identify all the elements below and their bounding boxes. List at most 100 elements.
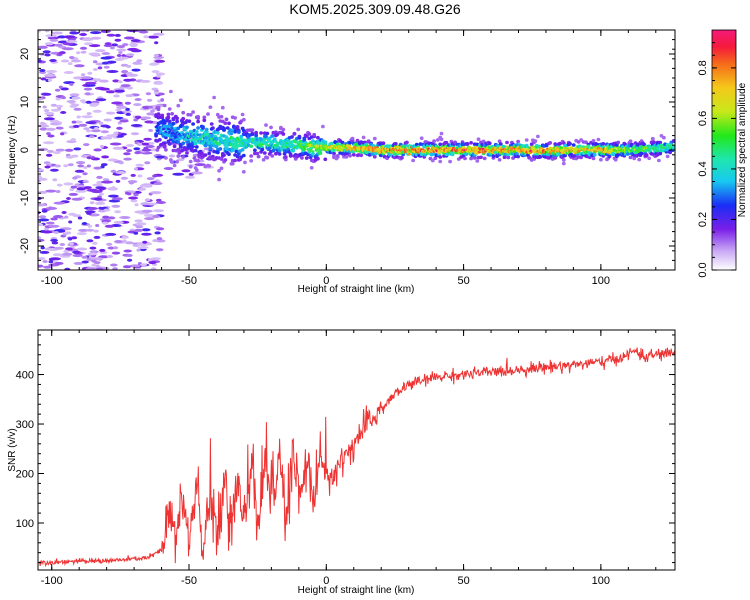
heatmap-cell <box>166 127 170 131</box>
heatmap-cell <box>93 68 98 71</box>
heatmap-cell <box>39 121 46 125</box>
y-tick-label: 400 <box>16 370 34 382</box>
heatmap-cell <box>233 116 238 120</box>
heatmap-cell <box>176 154 181 158</box>
heatmap-cell <box>229 128 234 133</box>
heatmap-cell <box>217 142 222 146</box>
heatmap-cell <box>181 169 191 173</box>
heatmap-cell <box>70 185 78 189</box>
heatmap-cell <box>53 215 64 218</box>
heatmap-cell <box>42 260 48 263</box>
heatmap-cell <box>154 231 161 235</box>
heatmap-cell <box>253 148 257 152</box>
heatmap-cell <box>650 137 655 141</box>
heatmap-cell <box>335 154 340 158</box>
heatmap-cell <box>102 178 110 182</box>
heatmap-cell <box>39 250 50 254</box>
heatmap-cell <box>60 87 69 91</box>
heatmap-cell <box>162 141 167 145</box>
heatmap-cell <box>105 90 116 94</box>
heatmap-cell <box>80 76 93 80</box>
heatmap-cell <box>514 152 519 156</box>
heatmap-cell <box>47 78 53 82</box>
heatmap-cell <box>127 192 132 196</box>
heatmap-cell <box>120 74 129 78</box>
heatmap-cell <box>61 252 73 256</box>
heatmap-cell <box>54 164 62 168</box>
heatmap-cell <box>172 172 185 176</box>
heatmap-cell <box>54 43 63 47</box>
heatmap-cell <box>223 158 228 162</box>
heatmap-cell <box>38 59 42 63</box>
heatmap-cell <box>38 223 44 227</box>
heatmap-cell <box>99 145 105 148</box>
heatmap-cell <box>181 116 186 121</box>
heatmap-cell <box>309 166 314 170</box>
heatmap-cell <box>58 51 66 55</box>
heatmap-cell <box>355 138 360 143</box>
heatmap-cell <box>113 131 119 135</box>
heatmap-cell <box>479 155 483 160</box>
heatmap-cell <box>103 44 113 48</box>
heatmap-cell <box>93 229 99 233</box>
heatmap-cell <box>117 45 125 49</box>
y-tick-label: 300 <box>16 419 34 431</box>
x-tick-label: 100 <box>592 275 610 287</box>
heatmap-cell <box>38 236 42 240</box>
heatmap-cell <box>123 157 132 161</box>
heatmap-cell <box>111 251 121 255</box>
heatmap-cell <box>202 118 207 123</box>
heatmap-cell <box>97 66 103 70</box>
heatmap-cell <box>642 142 646 147</box>
heatmap-cell <box>67 237 73 241</box>
heatmap-cell <box>143 106 149 110</box>
heatmap-cell <box>165 124 170 129</box>
heatmap-cell <box>211 126 215 130</box>
heatmap-cell <box>249 154 254 158</box>
heatmap-cell <box>260 147 265 152</box>
heatmap-cell <box>81 255 88 259</box>
heatmap-cell <box>119 216 131 219</box>
heatmap-cell <box>516 139 520 144</box>
heatmap-cell <box>219 114 224 119</box>
heatmap-cell <box>219 157 224 161</box>
heatmap-cell <box>103 118 112 122</box>
heatmap-cell <box>432 139 436 143</box>
heatmap-cell <box>79 33 87 36</box>
heatmap-cell <box>83 127 90 131</box>
heatmap-cell <box>422 145 427 149</box>
heatmap-cell <box>38 30 41 33</box>
heatmap-cell <box>487 141 492 146</box>
heatmap-cell <box>491 154 496 158</box>
heatmap-cell <box>95 264 100 268</box>
heatmap-cell <box>103 208 111 212</box>
heatmap-cell <box>78 228 89 232</box>
heatmap-cell <box>198 137 203 141</box>
heatmap-cell <box>68 192 79 196</box>
y-tick-label: 0 <box>19 147 31 153</box>
heatmap-cell <box>144 198 151 202</box>
heatmap-cell <box>82 38 94 42</box>
heatmap-cell <box>56 183 63 187</box>
heatmap-cell <box>137 246 149 250</box>
heatmap-cell <box>127 180 138 184</box>
heatmap-cell <box>130 132 140 136</box>
heatmap-cell <box>153 182 163 185</box>
heatmap-cell <box>481 139 486 144</box>
heatmap-cell <box>584 140 588 144</box>
heatmap-cell <box>71 96 81 100</box>
heatmap-cell <box>628 155 633 160</box>
heatmap-cell <box>175 119 180 124</box>
heatmap-cell <box>332 148 336 152</box>
y-tick-label: 10 <box>19 96 31 108</box>
heatmap-cell <box>136 248 141 252</box>
snr-ticks: -100 -50 0 50 100 100 200 300 400 <box>16 330 675 587</box>
heatmap-cell <box>203 153 208 157</box>
heatmap-cell <box>254 130 258 135</box>
heatmap-cell <box>304 156 309 160</box>
heatmap-cell <box>134 228 144 232</box>
colorbar: 0.0 0.2 0.4 0.6 0.8 Normalized spectral ampl… <box>697 29 748 278</box>
heatmap-cell <box>48 260 54 264</box>
heatmap-cell <box>140 263 148 267</box>
heatmap-cell <box>110 133 118 137</box>
